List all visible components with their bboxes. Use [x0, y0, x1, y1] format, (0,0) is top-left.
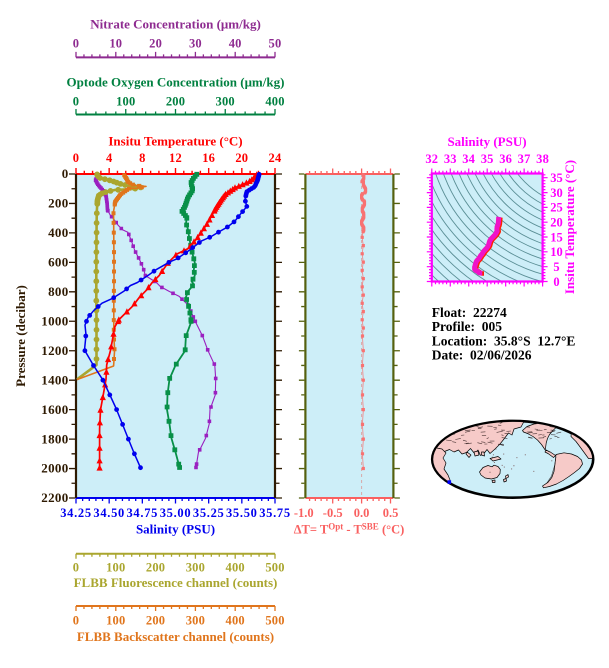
- svg-text:200: 200: [146, 561, 165, 575]
- svg-text:Date: 02/06/2026: Date: 02/06/2026: [432, 348, 532, 363]
- svg-text:12: 12: [169, 151, 182, 165]
- svg-text:1200: 1200: [41, 343, 68, 358]
- svg-text:35.75: 35.75: [259, 506, 291, 520]
- svg-text:0: 0: [73, 37, 79, 51]
- svg-text:500: 500: [265, 614, 284, 628]
- svg-text:35.50: 35.50: [226, 506, 258, 520]
- svg-text:34.75: 34.75: [126, 506, 158, 520]
- svg-text:32: 32: [425, 152, 438, 166]
- svg-text:34.25: 34.25: [60, 506, 92, 520]
- svg-text:Optode Oxygen Concentration (μ: Optode Oxygen Concentration (μm/kg): [67, 75, 285, 90]
- svg-text:5: 5: [553, 260, 559, 274]
- svg-text:20: 20: [235, 151, 248, 165]
- svg-text:300: 300: [186, 614, 205, 628]
- svg-text:37: 37: [518, 152, 531, 166]
- svg-text:0: 0: [73, 561, 79, 575]
- svg-text:800: 800: [48, 284, 68, 299]
- svg-text:300: 300: [216, 95, 235, 109]
- svg-text:38: 38: [536, 152, 549, 166]
- svg-text:Insitu Temperature (°C): Insitu Temperature (°C): [108, 134, 242, 149]
- svg-text:10: 10: [550, 245, 563, 259]
- svg-text:400: 400: [226, 614, 245, 628]
- svg-text:35.00: 35.00: [160, 506, 192, 520]
- svg-text:34.50: 34.50: [93, 506, 125, 520]
- svg-text:0: 0: [62, 166, 69, 181]
- svg-text:100: 100: [106, 614, 125, 628]
- svg-text:33: 33: [444, 152, 457, 166]
- svg-text:30: 30: [550, 186, 563, 200]
- svg-text:0: 0: [73, 95, 79, 109]
- svg-text:Pressure (decibar): Pressure (decibar): [13, 285, 28, 387]
- svg-text:0: 0: [73, 151, 79, 165]
- svg-text:50: 50: [269, 37, 282, 51]
- svg-text:15: 15: [550, 230, 563, 244]
- svg-text:FLBB Fluorescence channel (cou: FLBB Fluorescence channel (counts): [74, 575, 278, 590]
- svg-text:1600: 1600: [41, 402, 68, 417]
- svg-text:0: 0: [553, 275, 559, 289]
- svg-text:40: 40: [229, 37, 242, 51]
- svg-text:1000: 1000: [41, 314, 68, 329]
- svg-text:35: 35: [550, 171, 563, 185]
- svg-text:400: 400: [265, 95, 284, 109]
- svg-text:20: 20: [550, 216, 563, 230]
- svg-text:16: 16: [202, 151, 215, 165]
- svg-text:Insitu Temperature (°C): Insitu Temperature (°C): [562, 160, 577, 294]
- svg-text:Float: 22274: Float: 22274: [432, 305, 507, 320]
- svg-text:2000: 2000: [41, 461, 68, 476]
- svg-text:400: 400: [226, 561, 245, 575]
- svg-text:-0.5: -0.5: [323, 506, 343, 520]
- svg-text:100: 100: [106, 561, 125, 575]
- svg-text:36: 36: [499, 152, 512, 166]
- svg-text:Salinity (PSU): Salinity (PSU): [447, 134, 526, 149]
- svg-text:200: 200: [166, 95, 185, 109]
- svg-text:400: 400: [48, 225, 68, 240]
- svg-text:35: 35: [481, 152, 494, 166]
- svg-text:1400: 1400: [41, 372, 68, 387]
- svg-text:FLBB Backscatter channel (coun: FLBB Backscatter channel (counts): [77, 629, 274, 644]
- svg-text:Salinity (PSU): Salinity (PSU): [136, 522, 215, 537]
- svg-text:0.5: 0.5: [383, 506, 399, 520]
- svg-text:4: 4: [106, 151, 113, 165]
- svg-text:25: 25: [550, 201, 563, 215]
- svg-text:-1.0: -1.0: [294, 506, 314, 520]
- svg-text:Location: 35.8°S 12.7°E: Location: 35.8°S 12.7°E: [432, 334, 576, 349]
- svg-text:10: 10: [109, 37, 122, 51]
- svg-text:24: 24: [269, 151, 282, 165]
- svg-text:ΔT= TOpt - TSBE (°C): ΔT= TOpt - TSBE (°C): [294, 522, 405, 537]
- svg-text:200: 200: [146, 614, 165, 628]
- svg-text:600: 600: [48, 255, 68, 270]
- svg-text:20: 20: [149, 37, 162, 51]
- svg-text:2200: 2200: [41, 490, 68, 505]
- svg-text:100: 100: [116, 95, 135, 109]
- svg-text:500: 500: [265, 561, 284, 575]
- svg-text:30: 30: [189, 37, 202, 51]
- svg-text:Nitrate Concentration (μm/kg): Nitrate Concentration (μm/kg): [90, 17, 261, 32]
- svg-text:Profile: 005: Profile: 005: [432, 319, 502, 334]
- svg-text:8: 8: [139, 151, 145, 165]
- svg-text:34: 34: [462, 152, 475, 166]
- svg-text:200: 200: [48, 196, 68, 211]
- svg-text:300: 300: [186, 561, 205, 575]
- svg-text:0.0: 0.0: [354, 506, 370, 520]
- svg-text:35.25: 35.25: [193, 506, 225, 520]
- svg-text:1800: 1800: [41, 431, 68, 446]
- svg-text:0: 0: [73, 614, 79, 628]
